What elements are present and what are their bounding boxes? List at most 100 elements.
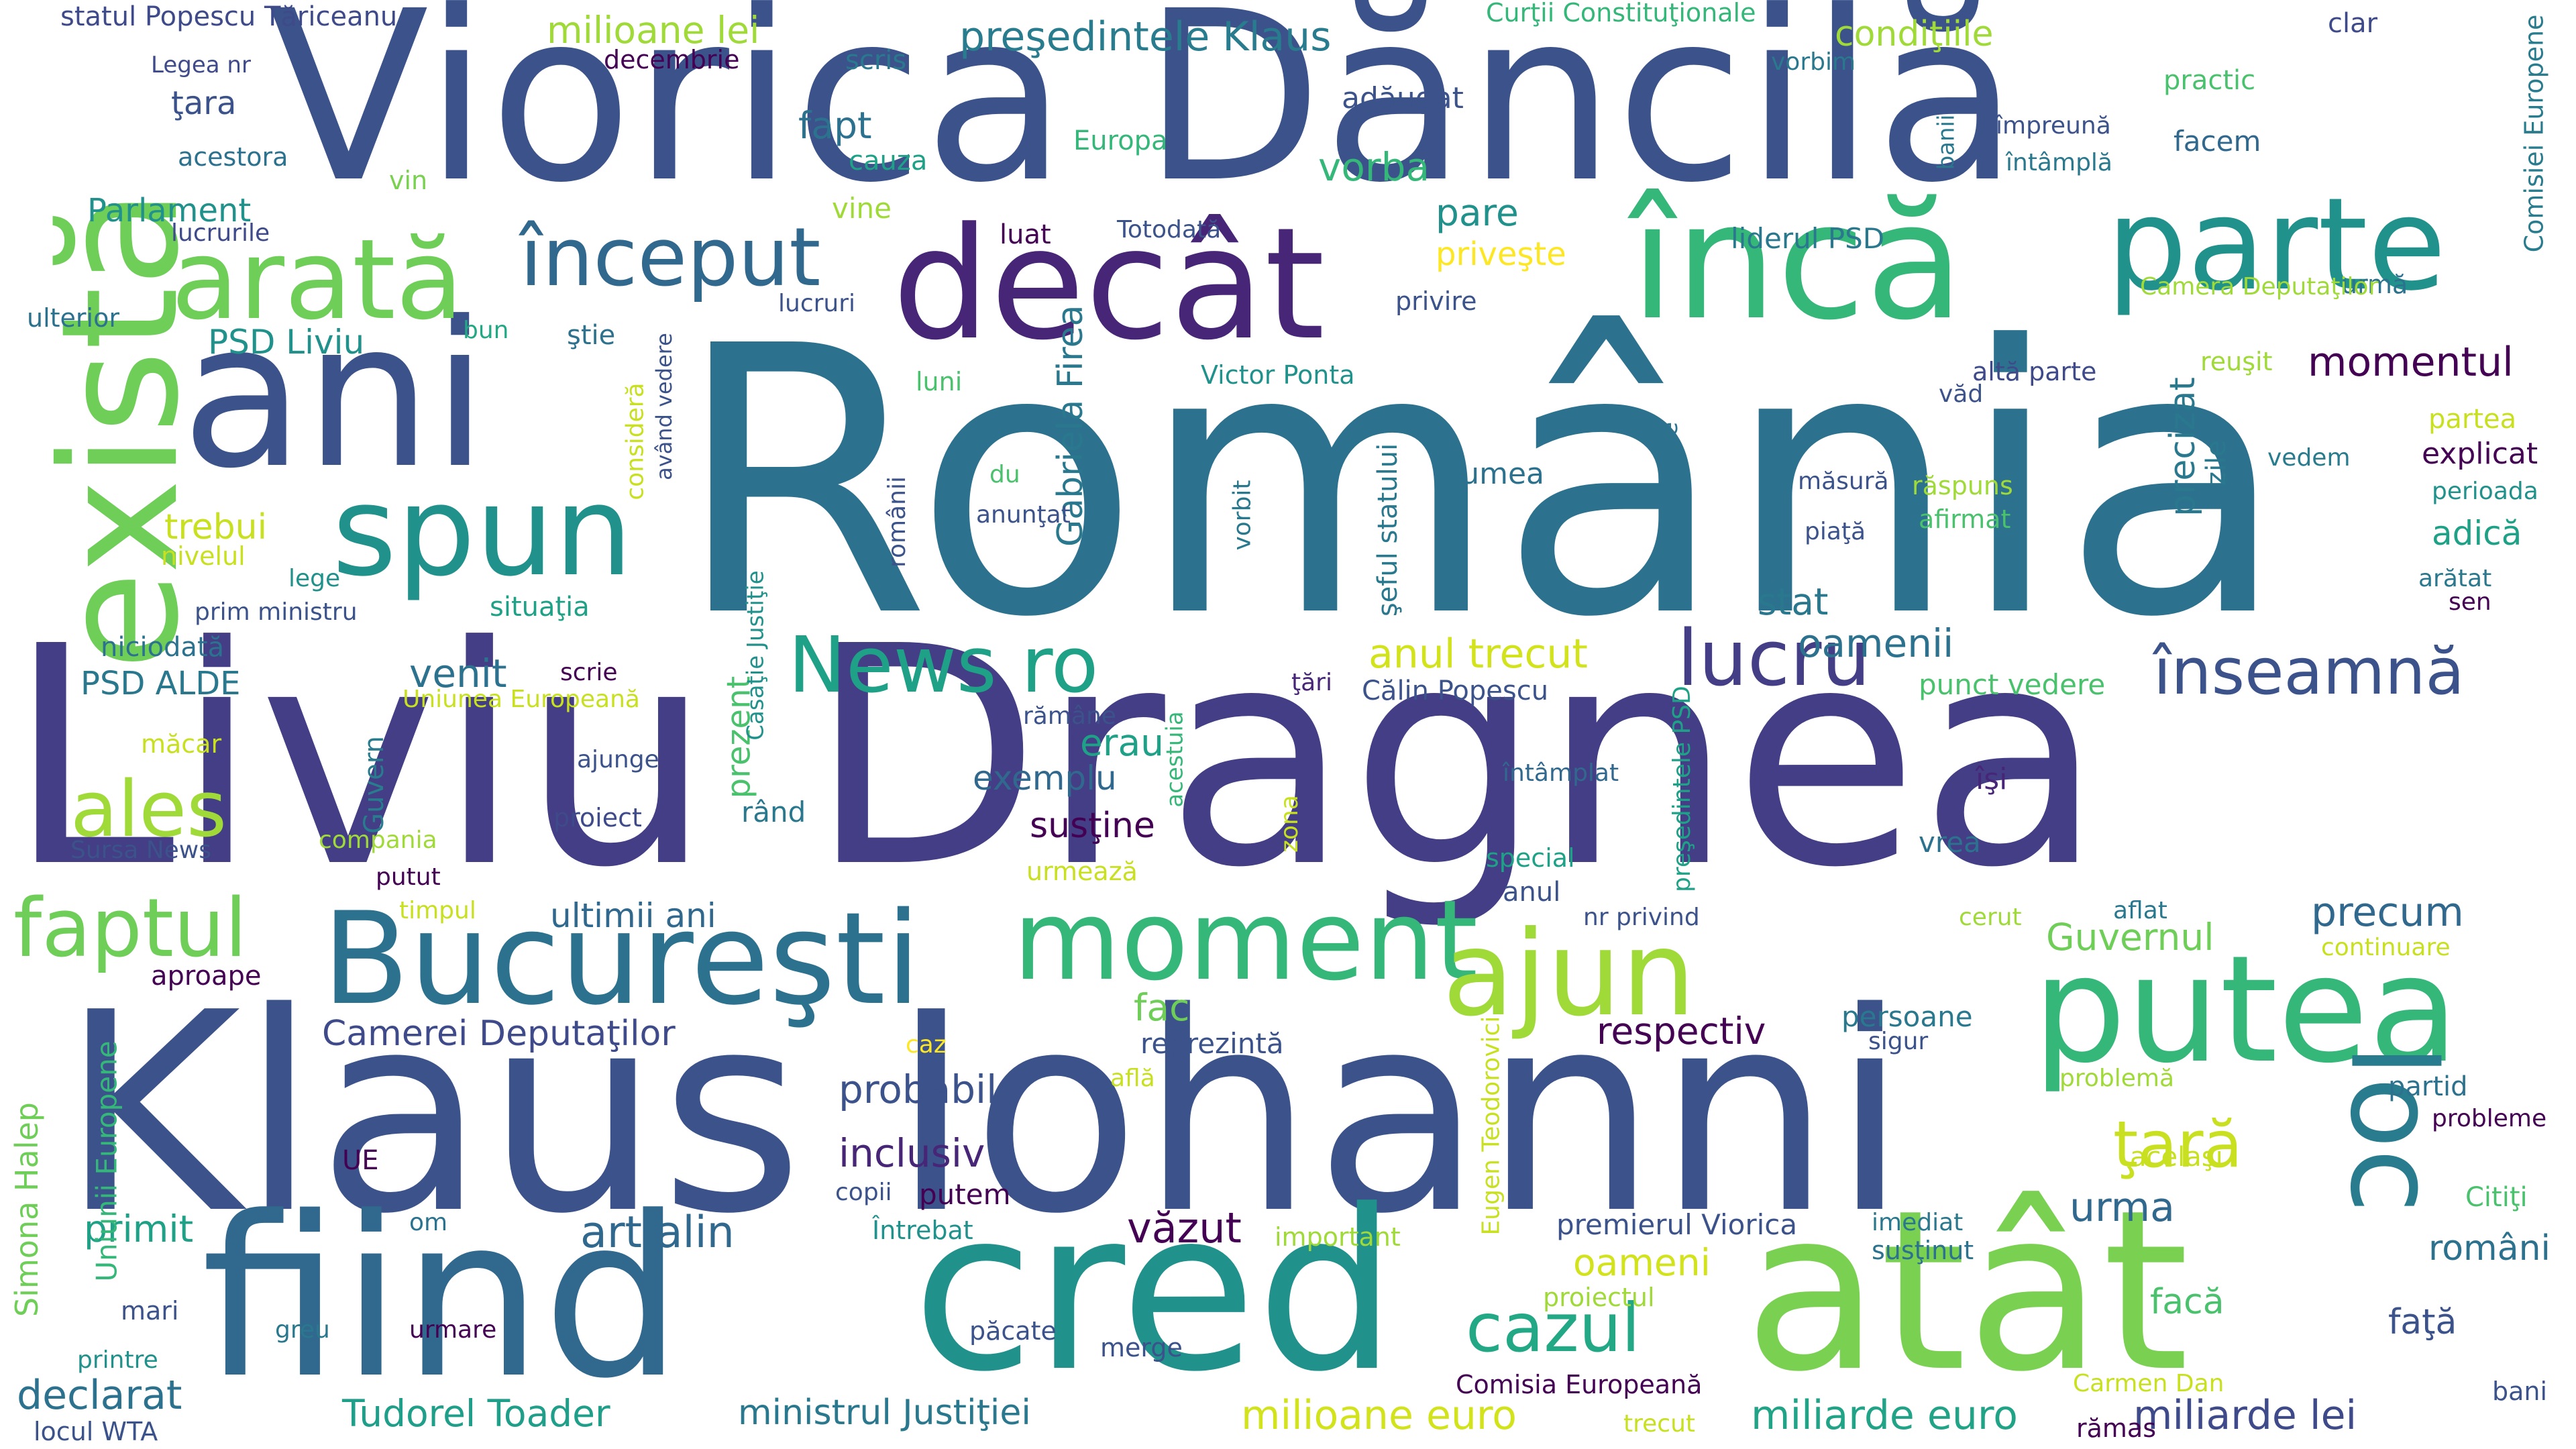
word-exemplu: exemplu (973, 759, 1117, 798)
word-conditiile: condiţiile (1835, 14, 1994, 54)
word-intamplat: întâmplat (1503, 759, 1619, 787)
word-caz: caz (906, 1031, 947, 1059)
word-decembrie: decembrie (604, 45, 740, 74)
word-piata: piaţă (1805, 518, 1866, 545)
word-ramane: rămâne (1023, 702, 1116, 730)
word-lucruri: lucruri (778, 290, 856, 317)
word-adica: adică (2432, 514, 2522, 553)
word-impreuna: împreună (1996, 112, 2111, 140)
word-afirmat: afirmat (1919, 504, 2011, 534)
word-faca: facă (2150, 1282, 2224, 1322)
word-camerei-deputatilor: Camerei Deputaţilor (322, 1014, 676, 1054)
word-art-alin: art alin (580, 1208, 735, 1258)
word-tara: ţara (171, 85, 237, 122)
word-scris: scris (845, 45, 907, 76)
word-imediat: imediat (1872, 1209, 1964, 1236)
word-greu: greu (275, 1316, 330, 1344)
word-vin: vin (389, 166, 428, 195)
word-trecut: trecut (1623, 1410, 1695, 1438)
word-merge: merge (1100, 1333, 1183, 1362)
word-aflat: aflat (2113, 897, 2167, 924)
word-anul: anul (1503, 877, 1561, 908)
word-explicat: explicat (2422, 437, 2538, 471)
word-om: om (409, 1209, 448, 1236)
word-florin-iordache: Florin Iordache (1656, 421, 1684, 602)
word-totodata: Totodată (1117, 216, 1222, 244)
word-masura: măsură (1798, 468, 1889, 495)
word-macar: măcar (141, 729, 222, 759)
word-stat: stat (1758, 580, 1829, 623)
word-printre: printre (77, 1346, 158, 1374)
word-fata: faţă (2388, 1302, 2457, 1342)
word-miliarde-euro: miliarde euro (1751, 1392, 2018, 1439)
word-decat: decât (892, 195, 1326, 374)
word-lege: lege (288, 565, 341, 592)
word-pacate: păcate (969, 1316, 1057, 1346)
word-cazul: cazul (1466, 1289, 1640, 1367)
word-moment: moment (1013, 876, 1479, 1005)
word-curtii-constitutionale: Curţii Constituţionale (1486, 0, 1756, 28)
word-europa: Europa (1073, 125, 1168, 156)
word-momentul: momentul (2308, 339, 2514, 386)
word-oamenii: oamenii (1798, 621, 1954, 666)
word-urmare: urmare (409, 1316, 497, 1344)
word-news-ro: News ro (788, 621, 1099, 710)
word-compania: compania (319, 826, 437, 854)
word-guvern: Guvern (358, 736, 390, 834)
word-reprezinta: reprezintă (1140, 1027, 1284, 1060)
word-milioane-euro: milioane euro (1241, 1392, 1517, 1439)
word-problema: problemă (2059, 1065, 2175, 1092)
word-romani: români (2428, 1228, 2551, 1269)
word-ue: UE (342, 1145, 379, 1176)
word-calin-popescu: Călin Popescu (1362, 676, 1549, 706)
word-legea-nr: Legea nr (151, 52, 251, 78)
word-nivelul: nivelul (161, 541, 246, 571)
word-luat: luat (1000, 219, 1051, 250)
word-acestora: acestora (178, 142, 288, 172)
word-casatie-justitie: Casaţie Justiţie (742, 570, 769, 741)
word-miliarde-lei: miliarde lei (2133, 1392, 2357, 1439)
word-rand: rând (741, 796, 806, 828)
word-important: important (1275, 1222, 1401, 1252)
word-reusit: reuşit (2200, 347, 2273, 376)
word-liviu-dragnea: Liviu Dragnea (7, 582, 2104, 934)
word-precizat: precizat (2162, 377, 2203, 517)
word-cred: cred (912, 1163, 1397, 1420)
word-special: special (1486, 843, 1575, 873)
word-milioane-lei: milioane lei (547, 9, 760, 52)
word-tudorel-toader: Tudorel Toader (342, 1392, 610, 1435)
word-vrea: vrea (1919, 826, 1981, 859)
word-comisiei-europene: Comisiei Europene (2519, 14, 2549, 253)
word-zona: zona (1275, 795, 1303, 853)
word-facem: facem (2174, 125, 2261, 158)
word-respectiv: respectiv (1597, 1010, 1766, 1053)
word-ulterior: ulterior (27, 303, 119, 333)
word-bani: bani (2492, 1377, 2548, 1406)
word-putem: putem (919, 1178, 1011, 1211)
word-vedem: vedem (2267, 444, 2351, 472)
word-persoane: persoane (1841, 1000, 1973, 1033)
word-fapt: fapt (798, 104, 872, 147)
word-proiectul: proiectul (1543, 1283, 1655, 1312)
word-ramas: rămas (2076, 1413, 2157, 1443)
word-considera: consideră (621, 382, 649, 500)
word-inceput: început (520, 211, 821, 305)
word-locul-wta: locul WTA (34, 1417, 158, 1446)
word-uniunea-europeana: Uniunea Europeană (402, 686, 640, 713)
word-venit: venit (409, 651, 507, 696)
word-acelasi: acelaşi (2130, 1142, 2223, 1173)
word-aproape: aproape (151, 961, 262, 991)
word-clar: clar (2328, 8, 2378, 39)
word-perioada: perioada (2432, 478, 2538, 505)
word-sustinut: susţinut (1872, 1236, 1974, 1265)
word-camera-deputatilor: Camera Deputaţilor (2140, 273, 2379, 301)
word-lucrurile: lucrurile (171, 219, 270, 247)
word-nr-privind: nr privind (1583, 904, 1700, 931)
word-tara-mare: ţară (2113, 1108, 2243, 1182)
word-fac: fac (1134, 986, 1190, 1029)
word-inseamna: înseamnă (2153, 635, 2465, 709)
word-intrebat: Întrebat (872, 1216, 973, 1245)
word-zile: zile (2200, 440, 2232, 486)
word-primit: primit (84, 1208, 194, 1250)
word-psd-alde: PSD ALDE (80, 665, 241, 702)
